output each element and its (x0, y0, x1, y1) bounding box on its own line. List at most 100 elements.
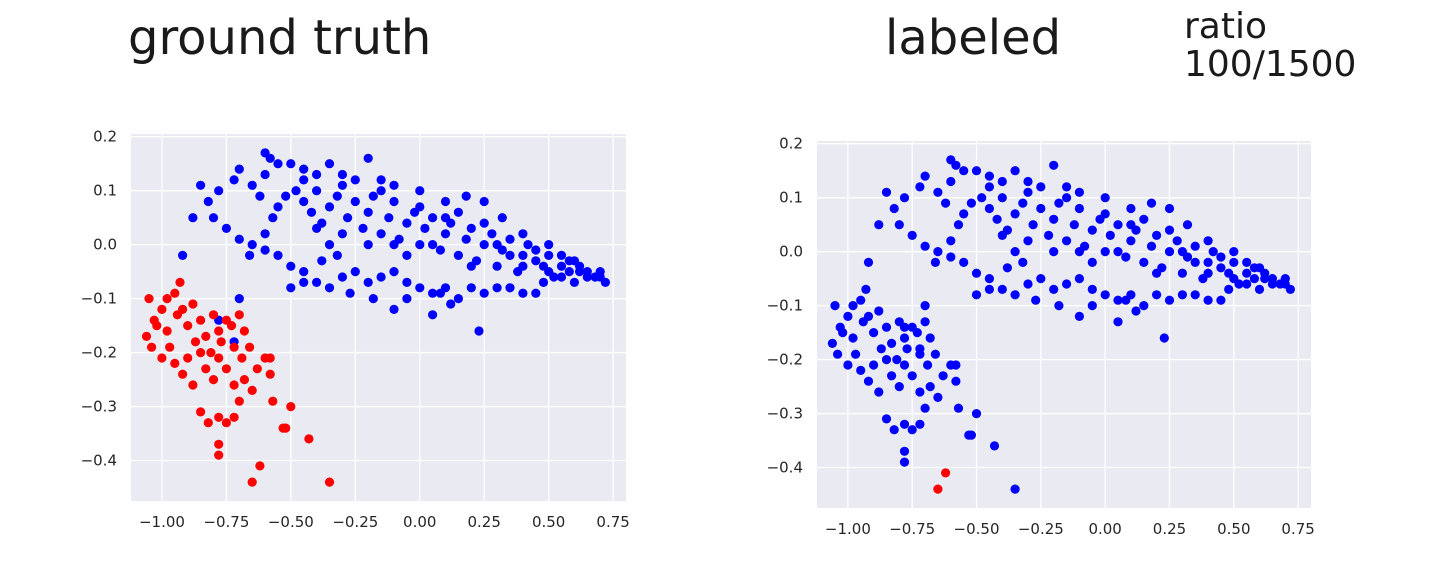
data-point (997, 284, 1007, 294)
data-point (564, 267, 574, 277)
data-point (337, 229, 347, 239)
data-point (1229, 257, 1239, 267)
data-point (428, 310, 438, 320)
data-point (887, 338, 897, 348)
data-point (1146, 241, 1157, 251)
x-tick-label: −1.00 (825, 520, 871, 538)
data-point (324, 283, 335, 293)
data-point (1216, 252, 1226, 262)
data-point (178, 250, 188, 260)
data-point (959, 166, 969, 176)
data-point (350, 267, 360, 277)
data-point (881, 355, 892, 365)
data-point (1036, 182, 1046, 192)
data-point (538, 277, 549, 287)
data-point (265, 153, 275, 163)
left-chart-title: ground truth (128, 10, 432, 66)
data-point (582, 272, 592, 282)
data-point (953, 403, 964, 413)
data-point (915, 387, 925, 397)
data-point (1036, 203, 1046, 214)
data-point (389, 304, 399, 314)
data-point (1126, 203, 1136, 214)
data-point (899, 446, 910, 456)
data-point (899, 457, 910, 467)
data-point (389, 196, 399, 207)
data-point (376, 272, 386, 282)
data-point (1023, 176, 1033, 187)
data-point (874, 220, 884, 230)
data-point (1121, 295, 1131, 305)
data-point (268, 396, 278, 406)
data-point (920, 301, 930, 311)
data-point (941, 468, 951, 478)
x-tick-label: 0.25 (468, 513, 501, 531)
data-point (162, 326, 172, 336)
data-point (435, 288, 445, 298)
data-point (1087, 284, 1097, 294)
data-point (466, 223, 476, 233)
data-point (544, 267, 554, 277)
series-red (933, 468, 951, 494)
data-point (971, 268, 982, 278)
data-point (304, 434, 314, 444)
data-point (556, 272, 567, 282)
data-point (260, 169, 270, 180)
data-point (312, 223, 322, 233)
data-point (221, 364, 231, 374)
x-tick-label: 0.75 (596, 513, 629, 531)
data-point (1267, 279, 1277, 289)
data-point (1203, 236, 1213, 246)
data-point (286, 283, 296, 293)
data-point (1203, 295, 1213, 305)
data-point (147, 342, 157, 352)
data-point (556, 261, 567, 271)
data-point (265, 369, 275, 379)
data-point (162, 294, 172, 304)
data-point (1229, 274, 1239, 284)
data-point (984, 182, 995, 192)
y-tick-label: −0.2 (767, 351, 803, 369)
data-point (1159, 333, 1169, 343)
data-point (1100, 209, 1110, 219)
data-point (984, 203, 995, 214)
y-tick-label: 0.1 (779, 189, 803, 207)
x-tick-label: 0.25 (1153, 520, 1186, 538)
data-point (1023, 187, 1033, 197)
data-point (487, 229, 497, 239)
data-point (172, 310, 182, 320)
data-point (984, 284, 995, 294)
data-point (415, 283, 425, 293)
data-point (997, 176, 1007, 187)
data-point (247, 180, 257, 190)
data-point (492, 240, 502, 250)
data-point (505, 250, 515, 260)
data-point (907, 425, 917, 435)
data-point (848, 333, 858, 343)
data-point (1152, 230, 1162, 240)
data-point (531, 256, 541, 266)
data-point (1113, 317, 1123, 327)
data-point (915, 349, 925, 359)
data-point (358, 223, 368, 233)
data-point (384, 213, 394, 223)
data-point (402, 218, 412, 228)
chart-labeled: −1.00 −0.75 −0.50 −0.25 0.00 0.25 0.50 0.75 0.2 0… (767, 135, 1315, 538)
data-point (930, 349, 941, 359)
data-point (1087, 225, 1097, 235)
data-point (247, 240, 257, 250)
data-point (869, 360, 879, 370)
data-point (265, 353, 275, 363)
x-tick-label: −0.75 (203, 513, 249, 531)
data-point (1242, 279, 1252, 289)
data-point (946, 236, 956, 246)
data-point (894, 317, 904, 327)
data-point (415, 186, 425, 196)
data-point (1049, 214, 1059, 224)
data-point (848, 301, 858, 311)
data-point (368, 294, 378, 304)
data-point (1208, 247, 1218, 257)
data-point (1224, 284, 1234, 294)
data-point (299, 164, 309, 174)
data-point (858, 317, 868, 327)
